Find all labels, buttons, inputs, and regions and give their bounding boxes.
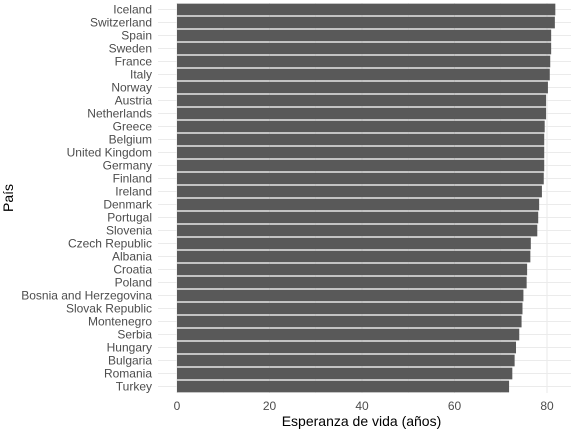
y-tick-label: Italy [130,68,152,82]
x-tick-label: 40 [355,399,369,413]
x-tick-labels: 0 20 40 60 80 [174,399,554,413]
y-tick-label: Austria [115,94,153,108]
bar [177,68,550,81]
y-tick-label: Greece [113,120,153,134]
y-tick-label: Bulgaria [108,354,152,368]
minor-grid [222,3,502,393]
bar [177,341,517,354]
bar [177,16,555,29]
y-tick-label: Croatia [113,263,152,277]
y-tick-label: United Kingdom [67,146,152,160]
bar [177,29,552,42]
bar [177,211,539,224]
y-tick-label: Netherlands [87,107,152,121]
y-tick-label: Iceland [113,3,152,17]
bar [177,289,524,302]
bar [177,120,545,133]
y-tick-label: Romania [104,367,152,381]
bar [177,55,551,68]
y-tick-label: Slovak Republic [66,302,152,316]
y-tick-label: Finland [113,172,152,186]
bar [177,107,547,120]
bar [177,276,527,289]
bar [177,172,544,185]
bars [177,3,556,393]
y-tick-label: Portugal [107,211,152,225]
bar [177,3,556,16]
bar [177,185,542,198]
y-tick-label: Ireland [115,185,152,199]
bar [177,133,545,146]
x-tick-label: 80 [540,399,554,413]
bar [177,367,513,380]
bar [177,198,540,211]
bar [177,224,538,237]
bar [177,315,522,328]
x-tick-label: 0 [174,399,181,413]
bar [177,328,520,341]
y-tick-label: Czech Republic [68,237,152,251]
y-tick-label: Hungary [107,341,152,355]
bar [177,159,545,172]
x-tick-label: 60 [448,399,462,413]
y-tick-label: Spain [121,29,152,43]
y-tick-label: Denmark [103,198,153,212]
y-tick-label: Montenegro [88,315,152,329]
bar [177,263,528,276]
bar [177,237,531,250]
bar [177,81,548,94]
y-tick-label: Belgium [109,133,152,147]
y-tick-label: Turkey [116,380,152,394]
y-tick-label: Albania [112,250,152,264]
bar [177,302,523,315]
bar [177,380,510,393]
y-tick-label: Norway [111,81,152,95]
y-tick-label: France [115,55,153,69]
bar [177,94,547,107]
y-tick-label: Poland [115,276,152,290]
bar [177,354,515,367]
y-tick-label: Serbia [117,328,152,342]
bar [177,42,552,55]
y-tick-label: Slovenia [106,224,152,238]
x-tick-label: 20 [263,399,277,413]
y-tick-labels: IcelandSwitzerlandSpainSwedenFranceItaly… [21,3,153,394]
y-tick-label: Sweden [109,42,152,56]
x-axis-title: Esperanza de vida (años) [282,413,442,429]
bar [177,250,531,263]
bar [177,146,545,159]
y-tick-label: Germany [103,159,152,173]
y-axis-title: País [0,184,16,212]
y-tick-label: Switzerland [90,16,152,30]
y-tick-label: Bosnia and Herzegovina [21,289,152,303]
